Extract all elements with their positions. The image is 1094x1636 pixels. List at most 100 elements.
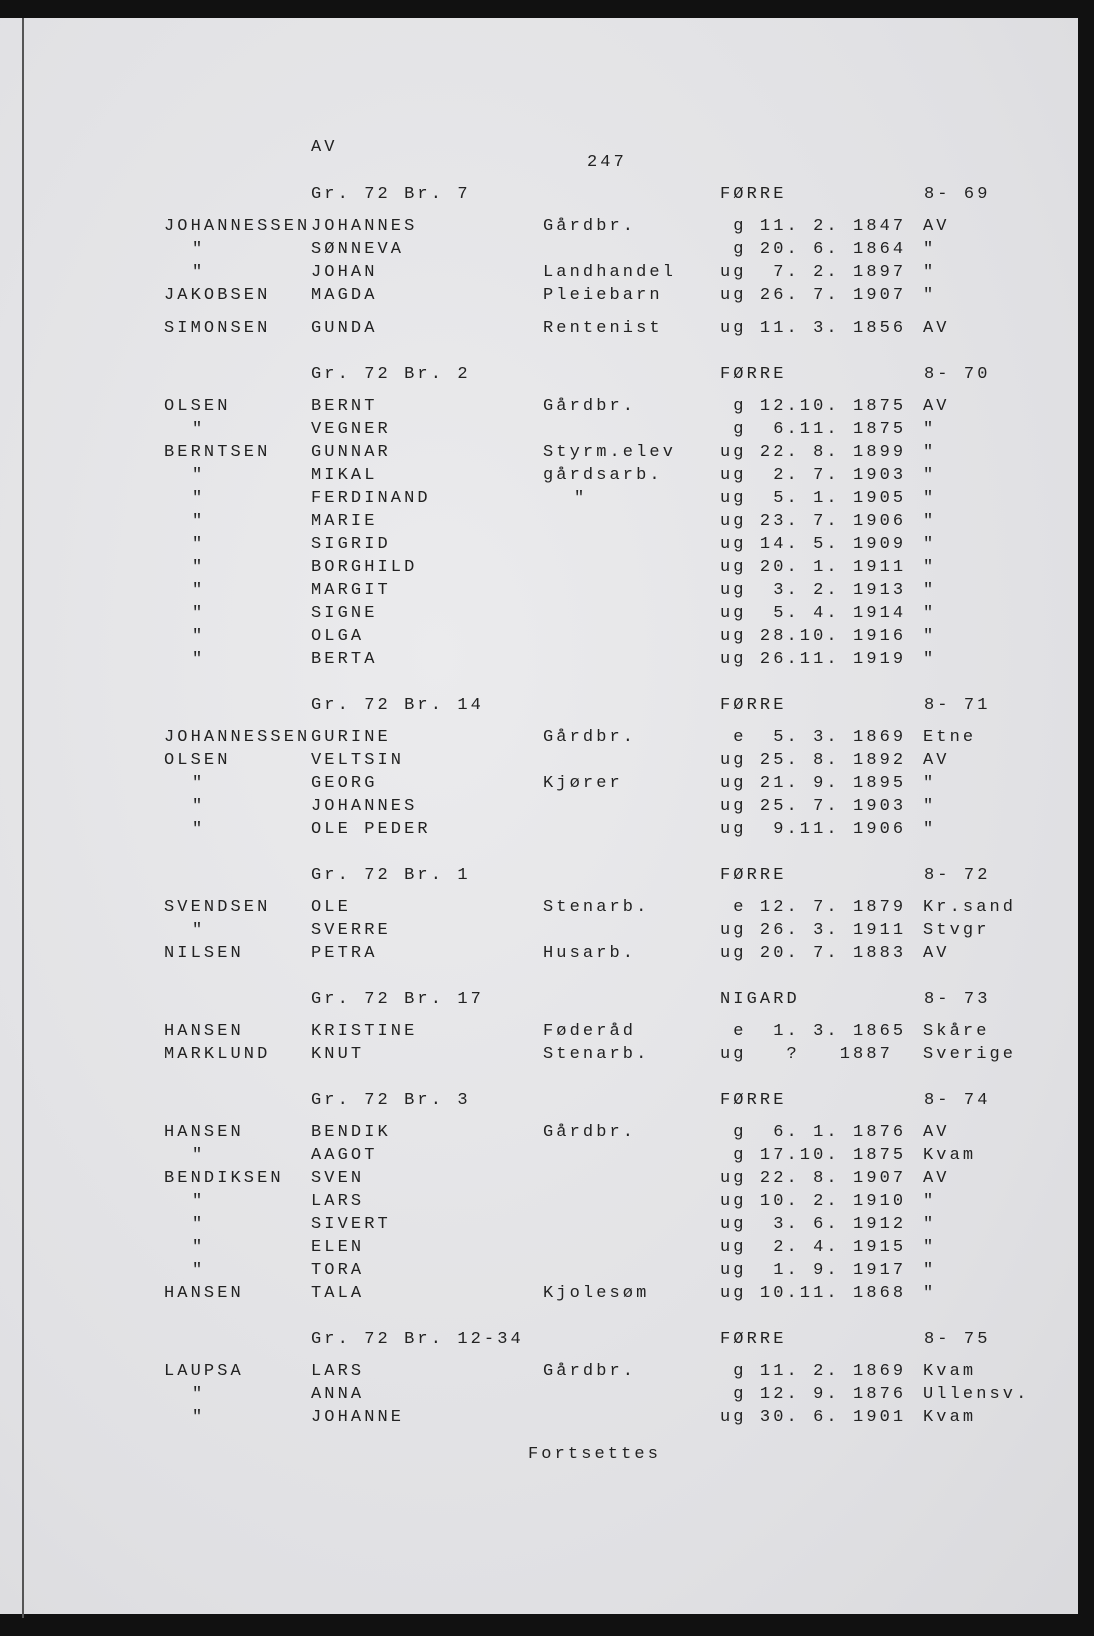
birthplace: Kvam [923, 1408, 977, 1427]
surname: HANSEN [164, 1284, 244, 1303]
given-name: GEORG [311, 774, 378, 793]
property-number: Gr. 72 Br. 1 [311, 866, 471, 885]
birthplace: AV [923, 217, 950, 236]
person-row: " AAGOT g 17.10. 1875 Kvam [0, 1144, 1094, 1167]
person-row: " JOHANNE ug 30. 6. 1901 Kvam [0, 1406, 1094, 1429]
person-row: JOHANNESSEN GURINE Gårdbr. e 5. 3. 1869 Etn… [0, 726, 1094, 749]
scan-border-bottom [0, 1614, 1094, 1636]
person-row: " VEGNER g 6.11. 1875 " [0, 418, 1094, 441]
household-section: Gr. 72 Br. 1 FØRRE 8- 72 SVENDSEN OLE Stenarb… [0, 864, 1094, 965]
given-name: GUNNAR [311, 443, 391, 462]
surname: " [192, 558, 206, 577]
surname: JOHANNESSEN [164, 728, 311, 747]
surname: " [192, 1146, 206, 1165]
section-header: Gr. 72 Br. 3 FØRRE 8- 74 [0, 1089, 1094, 1112]
birth-date: g 11. 2. 1869 [720, 1362, 907, 1381]
birthplace: Kvam [923, 1362, 977, 1381]
birth-date: ug 22. 8. 1899 [720, 443, 907, 462]
surname: " [192, 1215, 206, 1234]
given-name: OLE PEDER [311, 820, 431, 839]
birth-date: ug 9.11. 1906 [720, 820, 907, 839]
given-name: KNUT [311, 1045, 365, 1064]
page-number: 247 [587, 153, 627, 172]
section-header: Gr. 72 Br. 1 FØRRE 8- 72 [0, 864, 1094, 887]
person-row: OLSEN VELTSIN ug 25. 8. 1892 AV [0, 749, 1094, 772]
given-name: MARIE [311, 512, 378, 531]
birthplace: Stvgr [923, 921, 990, 940]
person-row: " ANNA g 12. 9. 1876 Ullensv. [0, 1383, 1094, 1406]
surname: HANSEN [164, 1123, 244, 1142]
given-name: JOHANNES [311, 797, 418, 816]
occupation: Stenarb. [543, 1045, 650, 1064]
household-section: Gr. 72 Br. 17 NIGARD 8- 73 HANSEN KRISTINE Fø… [0, 988, 1094, 1066]
person-row: " ELEN ug 2. 4. 1915 " [0, 1236, 1094, 1259]
occupation: Gårdbr. [543, 217, 637, 236]
given-name: JOHAN [311, 263, 378, 282]
surname: BENDIKSEN [164, 1169, 284, 1188]
occupation: Stenarb. [543, 898, 650, 917]
surname: " [192, 512, 206, 531]
person-row: SVENDSEN OLE Stenarb. e 12. 7. 1879 Kr.sand [0, 896, 1094, 919]
given-name: GURINE [311, 728, 391, 747]
given-name: VELTSIN [311, 751, 405, 770]
birthplace: " [923, 558, 937, 577]
birth-date: ug 26.11. 1919 [720, 650, 907, 669]
birthplace: AV [923, 1169, 950, 1188]
given-name: FERDINAND [311, 489, 431, 508]
birthplace: Kr.sand [923, 898, 1017, 917]
birthplace: " [923, 512, 937, 531]
occupation: Føderåd [543, 1022, 637, 1041]
person-row: " BORGHILD ug 20. 1. 1911 " [0, 556, 1094, 579]
birthplace: " [923, 535, 937, 554]
given-name: OLE [311, 898, 351, 917]
birth-date: ug 23. 7. 1906 [720, 512, 907, 531]
occupation: Styrm.elev [543, 443, 677, 462]
birth-date: g 12. 9. 1876 [720, 1385, 907, 1404]
birth-date: ug 14. 5. 1909 [720, 535, 907, 554]
surname: JAKOBSEN [164, 286, 271, 305]
birthplace: " [923, 1192, 937, 1211]
birthplace: " [923, 581, 937, 600]
birthplace: " [923, 797, 937, 816]
surname: " [192, 263, 206, 282]
record-number: 8- 72 [924, 866, 991, 885]
birthplace: Ullensv. [923, 1385, 1030, 1404]
birth-date: ug 26. 7. 1907 [720, 286, 907, 305]
birth-date: ug 5. 4. 1914 [720, 604, 907, 623]
birthplace: Etne [923, 728, 977, 747]
person-row: " BERTA ug 26.11. 1919 " [0, 648, 1094, 671]
person-row: " FERDINAND " ug 5. 1. 1905 " [0, 487, 1094, 510]
given-name: SIVERT [311, 1215, 391, 1234]
given-name: LARS [311, 1362, 365, 1381]
person-row: NILSEN PETRA Husarb. ug 20. 7. 1883 AV [0, 942, 1094, 965]
given-name: JOHANNES [311, 217, 418, 236]
birth-date: g 6.11. 1875 [720, 420, 907, 439]
record-number: 8- 69 [924, 185, 991, 204]
given-name: TALA [311, 1284, 365, 1303]
person-row: BERNTSEN GUNNAR Styrm.elev ug 22. 8. 1899 " [0, 441, 1094, 464]
birthplace: Skåre [923, 1022, 990, 1041]
person-row: " SIGRID ug 14. 5. 1909 " [0, 533, 1094, 556]
section-header: Gr. 72 Br. 14 FØRRE 8- 71 [0, 694, 1094, 717]
scan-border-right [1078, 0, 1094, 1636]
footer-continued: Fortsettes [528, 1445, 662, 1464]
surname: OLSEN [164, 397, 231, 416]
birthplace: " [923, 489, 937, 508]
household-section: Gr. 72 Br. 14 FØRRE 8- 71 JOHANNESSEN GURINE… [0, 694, 1094, 841]
birth-date: ug 2. 4. 1915 [720, 1238, 907, 1257]
record-number: 8- 74 [924, 1091, 991, 1110]
birth-date: e 5. 3. 1869 [720, 728, 907, 747]
section-header: Gr. 72 Br. 2 FØRRE 8- 70 [0, 363, 1094, 386]
occupation: gårdsarb. [543, 466, 663, 485]
surname: " [192, 240, 206, 259]
given-name: PETRA [311, 944, 378, 963]
surname: " [192, 604, 206, 623]
occupation: Kjolesøm [543, 1284, 650, 1303]
given-name: BERTA [311, 650, 378, 669]
surname: SVENDSEN [164, 898, 271, 917]
given-name: SØNNEVA [311, 240, 405, 259]
given-name: ANNA [311, 1385, 365, 1404]
person-row: " LARS ug 10. 2. 1910 " [0, 1190, 1094, 1213]
property-number: Gr. 72 Br. 3 [311, 1091, 471, 1110]
